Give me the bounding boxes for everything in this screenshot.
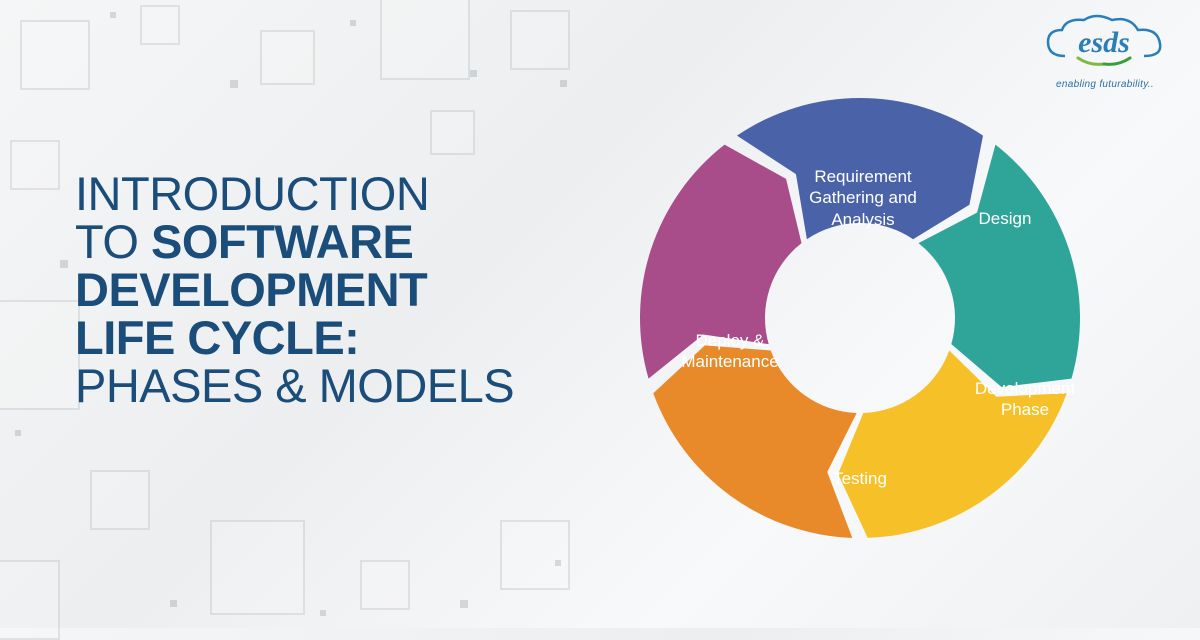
- bg-square: [380, 0, 470, 80]
- bg-dot: [230, 80, 238, 88]
- bg-dot: [460, 600, 468, 608]
- donut-svg: [620, 78, 1100, 558]
- bg-square: [360, 560, 410, 610]
- bg-dot: [60, 260, 68, 268]
- title-line-3: DEVELOPMENT: [75, 263, 427, 316]
- bg-dot: [320, 610, 326, 616]
- main-title: INTRODUCTION TO SOFTWARE DEVELOPMENT LIF…: [75, 170, 535, 410]
- title-line-2a: TO: [75, 215, 151, 268]
- bg-square: [90, 470, 150, 530]
- bg-square: [0, 300, 80, 410]
- bg-square: [510, 10, 570, 70]
- logo-text: esds: [1078, 26, 1130, 59]
- title-line-4: LIFE CYCLE:: [75, 311, 359, 364]
- bg-square: [140, 5, 180, 45]
- cloud-icon: esds: [1040, 14, 1170, 74]
- bg-square: [430, 110, 475, 155]
- bg-square: [10, 140, 60, 190]
- title-line-1: INTRODUCTION: [75, 167, 429, 220]
- bg-dot: [15, 430, 21, 436]
- title-line-2b: SOFTWARE: [151, 215, 413, 268]
- bg-square: [20, 20, 90, 90]
- bg-dot: [350, 20, 356, 26]
- bg-dot: [555, 560, 561, 566]
- bg-dot: [170, 600, 177, 607]
- bg-square: [210, 520, 305, 615]
- bg-dot: [110, 12, 116, 18]
- bg-dot: [560, 80, 567, 87]
- bg-dot: [470, 70, 477, 77]
- cycle-segment-3: [653, 345, 856, 538]
- bg-square: [500, 520, 570, 590]
- title-line-5: PHASES & MODELS: [75, 359, 514, 412]
- cycle-segment-4: [640, 145, 802, 379]
- sdlc-cycle-diagram: RequirementGathering andAnalysisDesignDe…: [620, 78, 1100, 558]
- bg-square: [260, 30, 315, 85]
- bg-square: [0, 560, 60, 640]
